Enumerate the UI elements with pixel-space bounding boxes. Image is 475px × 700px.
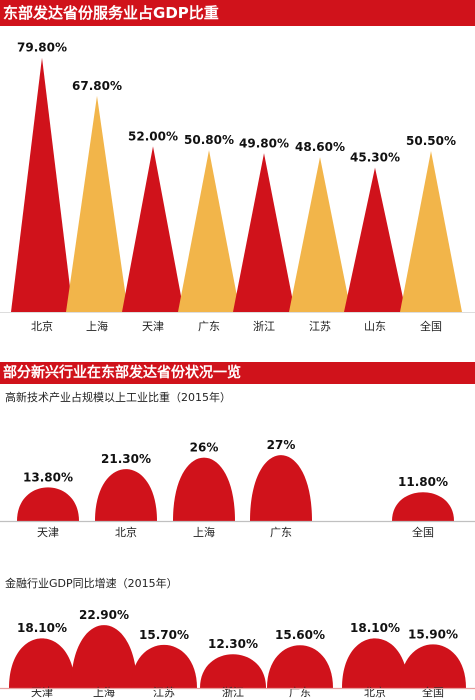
chart1-value-label-5: 48.60% xyxy=(295,140,345,154)
chart3-title: 金融行业GDP同比增速（2015年） xyxy=(5,577,178,590)
chart2-category-label-1: 北京 xyxy=(115,525,137,539)
chart3-value-label-0: 18.10% xyxy=(17,621,67,635)
chart3-bar-1 xyxy=(71,625,137,688)
chart3-value-label-5: 18.10% xyxy=(350,621,400,635)
chart1-bar-7 xyxy=(400,151,462,312)
chart1-value-label-4: 49.80% xyxy=(239,136,289,150)
chart3-category-label-5: 北京 xyxy=(364,685,386,699)
chart1-bar-1 xyxy=(66,95,128,312)
chart3-bar-4 xyxy=(267,645,333,688)
chart1-category-label-0: 北京 xyxy=(31,319,53,333)
chart2-value-label-3: 27% xyxy=(267,438,296,452)
chart1-bar-2 xyxy=(122,146,184,312)
chart3-bar-3 xyxy=(200,654,266,688)
chart3-category-label-4: 广东 xyxy=(289,686,311,699)
chart1-bar-5 xyxy=(289,157,351,312)
chart3-bar-5 xyxy=(342,638,408,688)
chart3-bar-0 xyxy=(9,638,75,688)
chart1-category-label-6: 山东 xyxy=(364,320,386,333)
chart1-category-label-5: 江苏 xyxy=(309,320,331,333)
chart1-category-label-7: 全国 xyxy=(420,319,442,333)
chart2-bar-4 xyxy=(392,492,454,521)
chart3-value-label-1: 22.90% xyxy=(79,608,129,622)
chart3-category-label-6: 全国 xyxy=(422,685,444,699)
chart3-bar-2 xyxy=(131,644,197,688)
chart2-bar-3 xyxy=(250,455,312,521)
chart1-category-label-1: 上海 xyxy=(86,319,108,333)
chart3-value-label-4: 15.60% xyxy=(275,628,325,642)
chart2-category-label-4: 全国 xyxy=(412,525,434,539)
chart1-value-label-6: 45.30% xyxy=(350,151,400,165)
chart3-bar-6 xyxy=(400,644,466,688)
chart1-category-label-4: 浙江 xyxy=(253,320,275,333)
section2-title: 部分新兴行业在东部发达省份状况一览 xyxy=(0,362,475,384)
chart2-value-label-4: 11.80% xyxy=(398,475,448,489)
chart2-category-label-2: 上海 xyxy=(193,525,215,539)
chart3-category-label-1: 上海 xyxy=(93,685,115,699)
chart2-category-label-0: 天津 xyxy=(37,526,59,539)
chart2-value-label-1: 21.30% xyxy=(101,452,151,466)
chart3-category-label-2: 江苏 xyxy=(153,686,175,699)
chart1-value-label-3: 50.80% xyxy=(184,133,234,147)
chart1-bar-3 xyxy=(178,150,240,312)
chart1-value-label-7: 50.50% xyxy=(406,134,456,148)
chart1-title: 东部发达省份服务业占GDP比重 xyxy=(0,0,475,26)
chart1-bar-4 xyxy=(233,153,295,312)
chart1-value-label-0: 79.80% xyxy=(17,41,67,55)
chart3-value-label-2: 15.70% xyxy=(139,628,189,642)
chart2-bar-0 xyxy=(17,487,79,521)
chart1-category-label-2: 天津 xyxy=(142,320,164,333)
chart3-value-label-6: 15.90% xyxy=(408,627,458,641)
chart2-bar-2 xyxy=(173,457,235,521)
chart3-category-label-0: 天津 xyxy=(31,686,53,699)
chart1-bar-6 xyxy=(344,167,406,312)
chart2-category-label-3: 广东 xyxy=(270,526,292,539)
chart1-value-label-2: 52.00% xyxy=(128,129,178,143)
chart1-value-label-1: 67.80% xyxy=(72,79,122,93)
chart2-bar-1 xyxy=(95,469,157,521)
chart2-value-label-0: 13.80% xyxy=(23,470,73,484)
chart2-value-label-2: 26% xyxy=(190,440,219,454)
chart1-category-label-3: 广东 xyxy=(198,320,220,333)
chart3-category-label-3: 浙江 xyxy=(222,686,244,699)
chart2-title: 高新技术产业占规模以上工业比重（2015年） xyxy=(5,391,231,404)
chart3-value-label-3: 12.30% xyxy=(208,637,258,651)
chart1-bar-0 xyxy=(11,57,73,313)
